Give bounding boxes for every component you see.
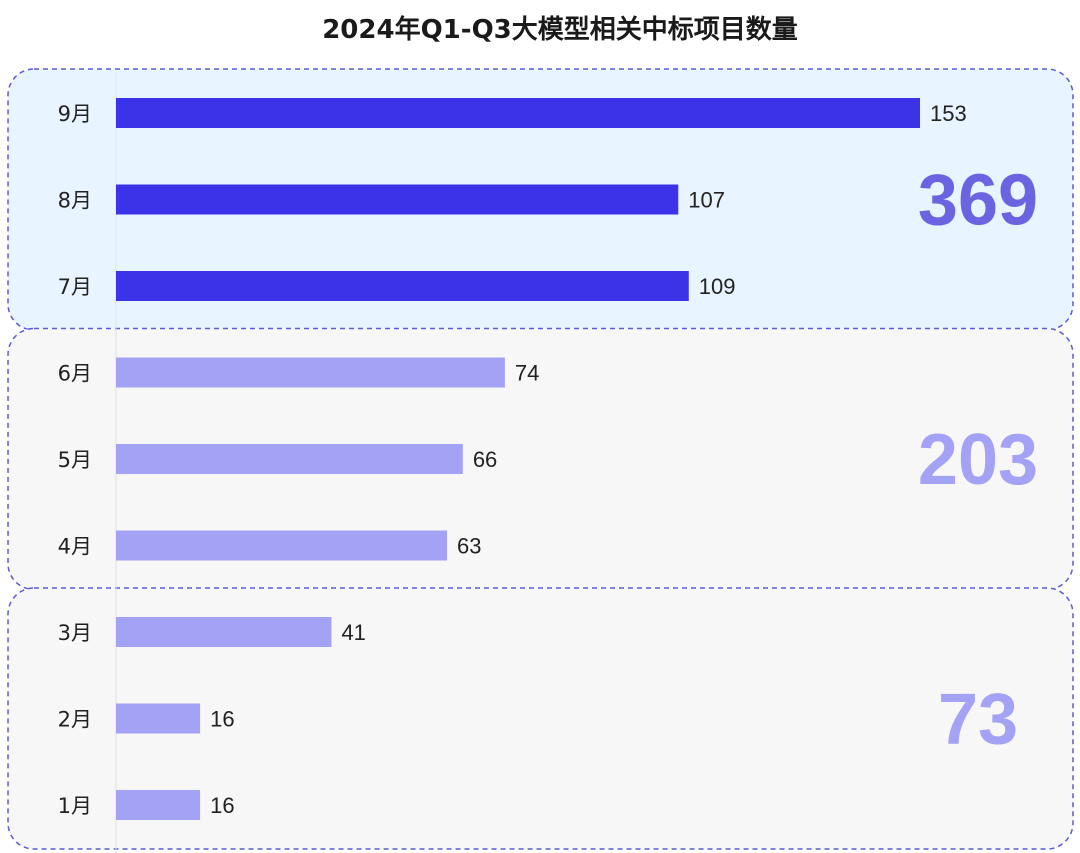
group-total: 369: [918, 161, 1038, 241]
bar: [116, 357, 505, 388]
bar: [116, 530, 448, 561]
value-label: 41: [341, 620, 365, 645]
month-label: 5月: [58, 448, 92, 472]
bar: [116, 444, 463, 474]
month-label: 8月: [58, 189, 92, 213]
value-label: 109: [699, 274, 736, 299]
month-label: 2月: [58, 708, 92, 732]
value-label: 74: [515, 361, 539, 386]
bar: [116, 98, 920, 128]
month-label: 7月: [58, 275, 92, 299]
month-label: 1月: [58, 794, 92, 818]
value-label: 107: [688, 188, 725, 213]
value-label: 16: [210, 707, 234, 732]
bar: [116, 617, 332, 647]
month-label: 9月: [58, 102, 92, 126]
value-label: 16: [210, 793, 234, 818]
value-label: 63: [457, 534, 481, 559]
group-box: [7, 587, 1074, 850]
bar: [116, 184, 679, 215]
month-label: 3月: [58, 621, 92, 645]
group-total: 203: [918, 420, 1038, 500]
month-label: 4月: [58, 535, 92, 559]
group-total: 73: [938, 680, 1018, 760]
bar: [116, 790, 201, 820]
bar: [116, 271, 689, 301]
bar: [116, 703, 201, 734]
month-label: 6月: [58, 362, 92, 386]
chart-title: 2024年Q1-Q3大模型相关中标项目数量: [322, 14, 798, 45]
value-label: 153: [930, 101, 967, 126]
group-boxes: [7, 68, 1074, 850]
value-label: 66: [473, 447, 497, 472]
